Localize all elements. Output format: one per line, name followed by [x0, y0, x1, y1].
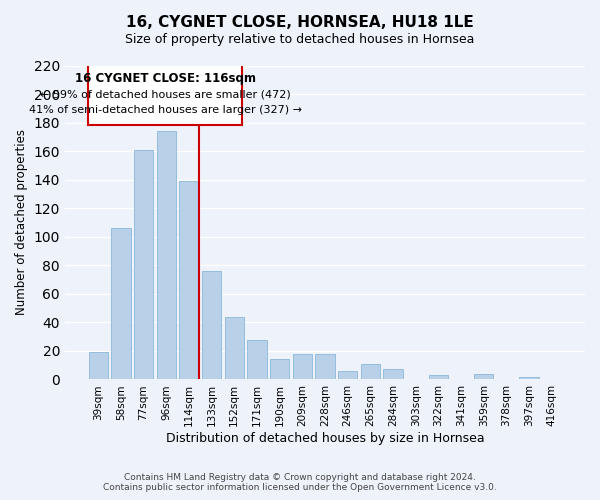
Text: Contains HM Land Registry data © Crown copyright and database right 2024.
Contai: Contains HM Land Registry data © Crown c…: [103, 473, 497, 492]
Bar: [224, 316, 244, 380]
Bar: [383, 370, 403, 380]
X-axis label: Distribution of detached houses by size in Hornsea: Distribution of detached houses by size …: [166, 432, 484, 445]
Bar: [134, 150, 153, 380]
Bar: [89, 352, 108, 380]
Text: 41% of semi-detached houses are larger (327) →: 41% of semi-detached houses are larger (…: [29, 104, 302, 115]
Y-axis label: Number of detached properties: Number of detached properties: [15, 130, 28, 316]
Bar: [429, 375, 448, 380]
Bar: [520, 376, 539, 380]
Bar: [474, 374, 493, 380]
Bar: [179, 181, 199, 380]
Bar: [361, 364, 380, 380]
Text: Size of property relative to detached houses in Hornsea: Size of property relative to detached ho…: [125, 32, 475, 46]
Bar: [247, 340, 266, 380]
Bar: [111, 228, 131, 380]
Bar: [338, 371, 357, 380]
Text: 16 CYGNET CLOSE: 116sqm: 16 CYGNET CLOSE: 116sqm: [74, 72, 256, 85]
Bar: [202, 271, 221, 380]
Bar: [157, 131, 176, 380]
Bar: [293, 354, 312, 380]
Text: ← 59% of detached houses are smaller (472): ← 59% of detached houses are smaller (47…: [40, 89, 290, 99]
Text: 16, CYGNET CLOSE, HORNSEA, HU18 1LE: 16, CYGNET CLOSE, HORNSEA, HU18 1LE: [126, 15, 474, 30]
Bar: [316, 354, 335, 380]
Bar: [270, 360, 289, 380]
FancyBboxPatch shape: [88, 64, 242, 126]
